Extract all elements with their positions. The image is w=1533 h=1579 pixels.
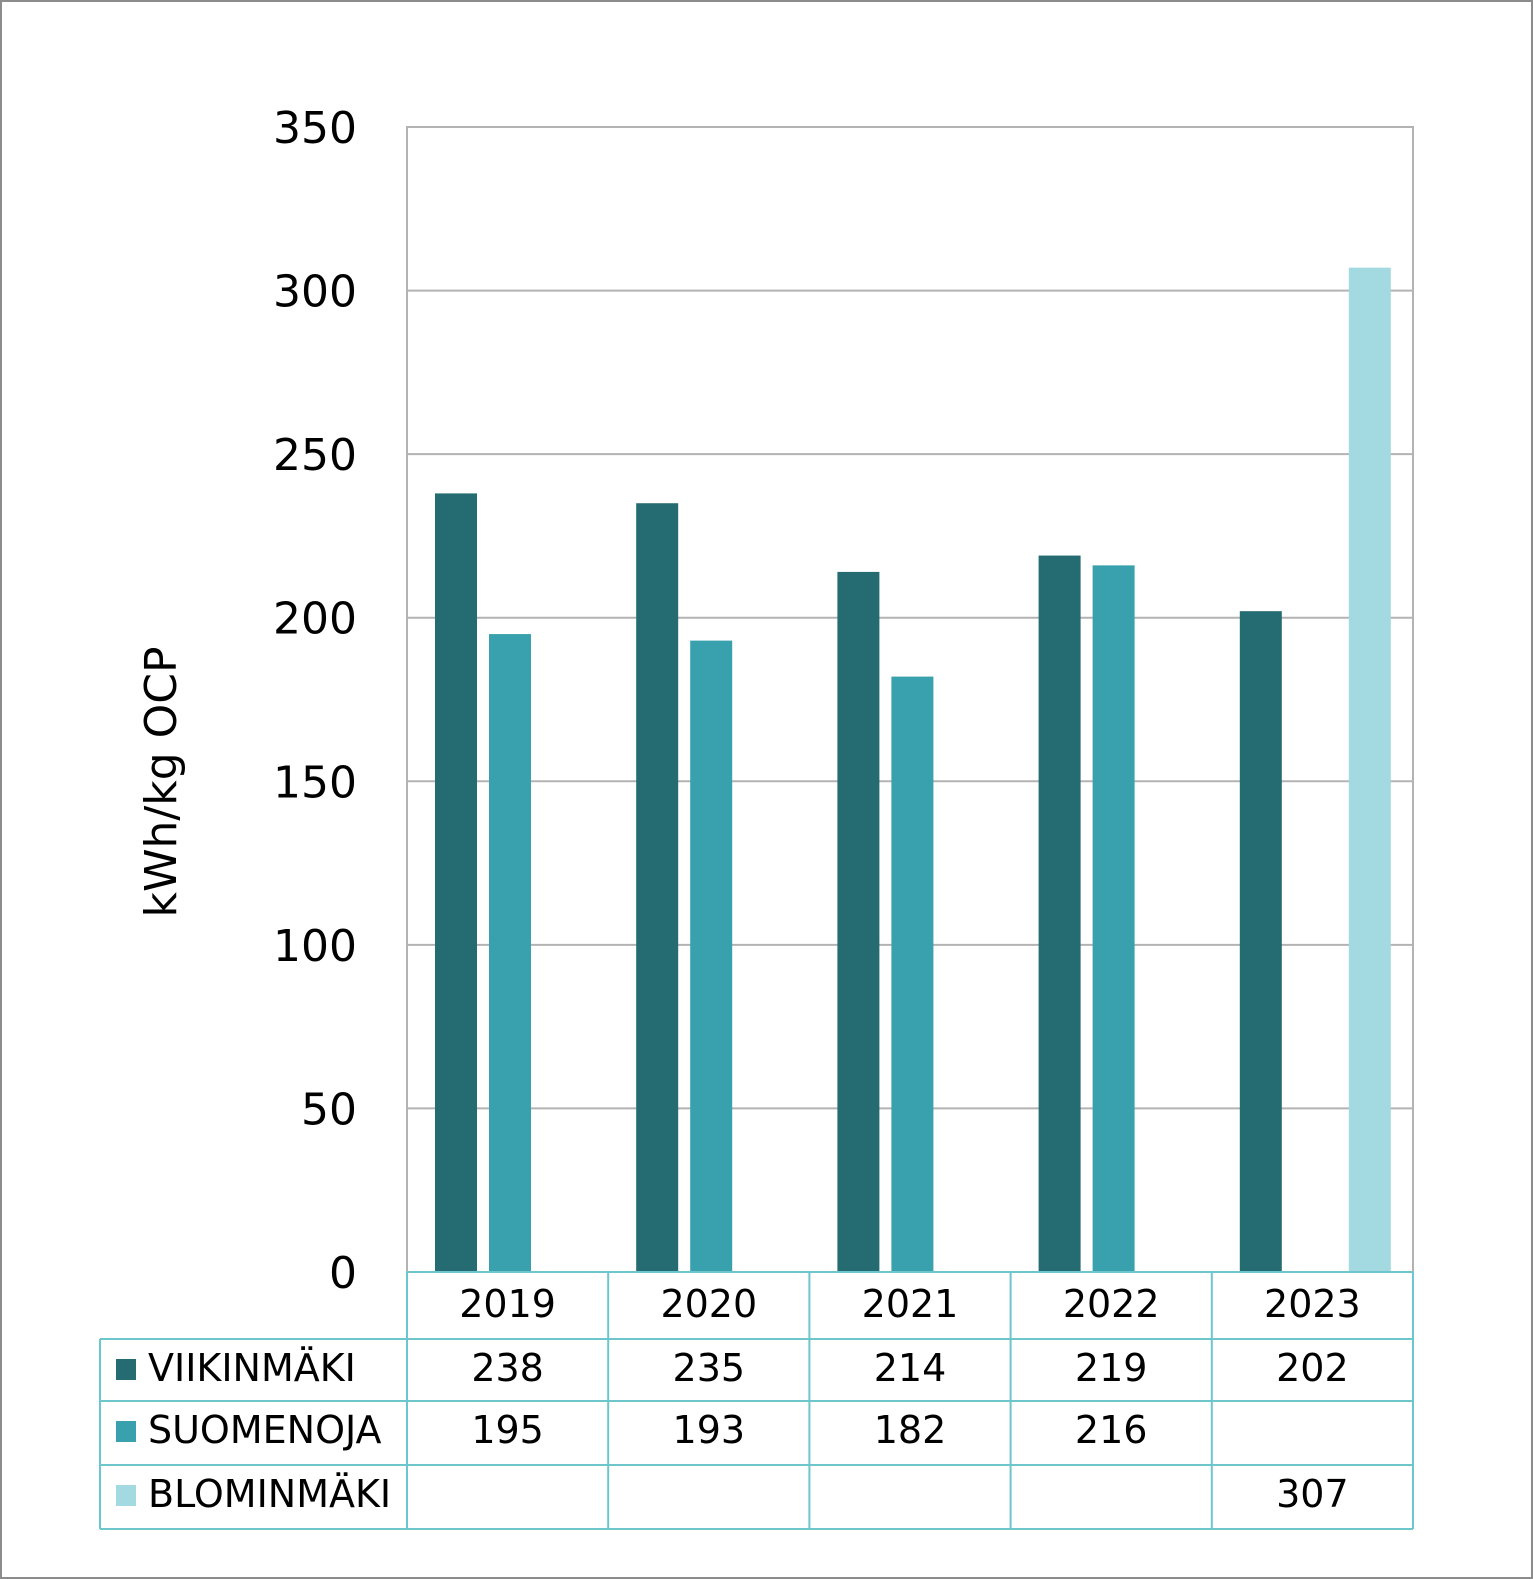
legend-key-suomenoja — [116, 1421, 136, 1442]
y-axis-label: kWh/kg OCP — [136, 647, 187, 918]
data-table-value: 193 — [673, 1408, 746, 1452]
legend-label: BLOMINMÄKI — [148, 1472, 391, 1516]
data-table-value: 214 — [874, 1346, 947, 1390]
legend-label: VIIKINMÄKI — [148, 1346, 356, 1390]
y-tick-label: 250 — [273, 430, 357, 481]
y-tick-label: 0 — [329, 1248, 357, 1299]
bar-viikinmäki-2022 — [1038, 555, 1081, 1272]
data-table-value: 182 — [874, 1408, 947, 1452]
data-table-value: 216 — [1075, 1408, 1148, 1452]
data-table-value: 307 — [1276, 1472, 1349, 1516]
bar-suomenoja-2021 — [891, 676, 934, 1272]
data-table-value: 238 — [471, 1346, 544, 1390]
bar-viikinmäki-2021 — [837, 571, 880, 1272]
y-tick-label: 300 — [273, 267, 357, 318]
bar-blominmäki-2023 — [1348, 267, 1391, 1273]
y-tick-label: 50 — [301, 1084, 357, 1135]
x-category-label: 2023 — [1264, 1282, 1361, 1326]
y-tick-label: 150 — [273, 757, 357, 808]
y-tick-label: 100 — [273, 921, 357, 972]
x-category-label: 2021 — [862, 1282, 959, 1326]
bar-viikinmäki-2023 — [1239, 611, 1282, 1272]
data-table-value: 195 — [471, 1408, 544, 1452]
x-category-label: 2020 — [660, 1282, 757, 1326]
data-table-value: 202 — [1276, 1346, 1349, 1390]
bar-viikinmäki-2019 — [435, 493, 477, 1272]
bar-suomenoja-2022 — [1092, 565, 1135, 1272]
x-category-label: 2022 — [1063, 1282, 1160, 1326]
data-table-value: 219 — [1075, 1346, 1148, 1390]
bar-suomenoja-2019 — [489, 634, 531, 1272]
legend-label: SUOMENOJA — [148, 1408, 382, 1452]
legend-key-viikinmäki — [116, 1359, 136, 1380]
bar-suomenoja-2020 — [690, 640, 733, 1272]
y-tick-label: 200 — [273, 594, 357, 645]
bar-viikinmäki-2020 — [636, 503, 679, 1272]
y-tick-label: 350 — [273, 103, 357, 154]
data-table-value: 235 — [673, 1346, 746, 1390]
x-category-label: 2019 — [459, 1282, 556, 1326]
legend-key-blominmäki — [116, 1485, 136, 1506]
